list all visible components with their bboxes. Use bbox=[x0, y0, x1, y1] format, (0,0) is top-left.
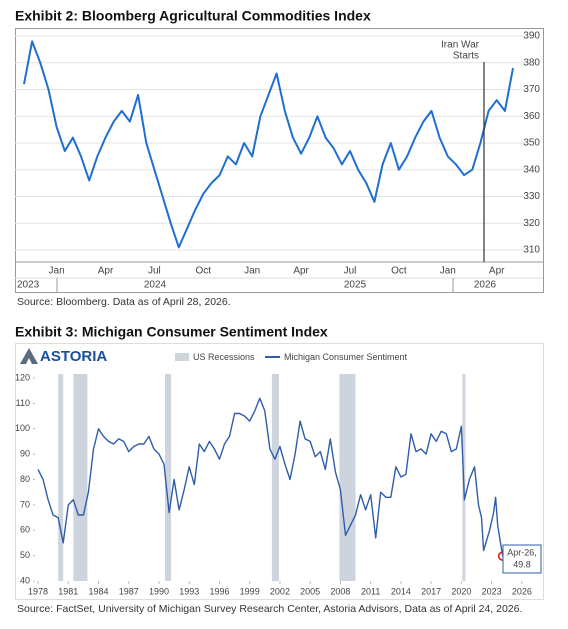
x-tick-label: 1978 bbox=[28, 586, 48, 596]
y-tick-label: 310 bbox=[523, 245, 540, 256]
x-tick-label: Jan bbox=[244, 266, 260, 277]
y-tick-label: 60 bbox=[20, 525, 30, 535]
y-tick-label: 120 bbox=[15, 372, 30, 382]
y-tick-label: 90 bbox=[20, 449, 30, 459]
annotation: Apr-26, bbox=[507, 547, 537, 557]
x-tick-label: 1999 bbox=[240, 586, 260, 596]
plot: 310 320 330 340 350 360 370 380 390 Jan Apr Jul Oct J… bbox=[15, 31, 540, 277]
logo: ASTORIA bbox=[40, 348, 107, 365]
y-tick-label: 100 bbox=[15, 423, 30, 433]
frame bbox=[15, 28, 544, 293]
x-tick-label: 1987 bbox=[119, 586, 139, 596]
x-tick-label: 2020 bbox=[451, 586, 471, 596]
recession-band bbox=[58, 374, 64, 581]
recession-band bbox=[165, 374, 172, 581]
annotation: Starts bbox=[453, 51, 479, 62]
x-tick-label: Jul bbox=[344, 266, 357, 277]
legend-label: US Recessions bbox=[193, 352, 255, 362]
y-tick-label: 80 bbox=[20, 474, 30, 484]
year-label: 2024 bbox=[144, 280, 167, 291]
y-tick-label: 330 bbox=[523, 191, 540, 202]
x-tick-label: 1984 bbox=[88, 586, 108, 596]
legend-swatch bbox=[175, 353, 189, 361]
year-label: 2025 bbox=[344, 280, 367, 291]
line bbox=[37, 397, 504, 557]
year-label: 2023 bbox=[17, 280, 40, 291]
annotation: Iran War bbox=[441, 40, 480, 51]
y-tick-label: 70 bbox=[20, 499, 30, 509]
y-tick-label: 320 bbox=[523, 218, 540, 229]
x-tick-label: 2002 bbox=[270, 586, 290, 596]
y-tick-label: 110 bbox=[16, 398, 30, 408]
x-tick-label: Jul bbox=[148, 266, 161, 277]
x-tick-label: Jan bbox=[49, 266, 65, 277]
source: Source: FactSet, University of Michigan … bbox=[17, 603, 522, 615]
x-tick-label: Apr bbox=[489, 266, 505, 277]
data-label: 49.8 bbox=[513, 559, 531, 569]
line bbox=[23, 40, 514, 249]
logo-icon bbox=[20, 348, 38, 364]
x-tick-label: 1981 bbox=[58, 586, 78, 596]
y-tick-label: 390 bbox=[523, 31, 540, 42]
y-tick-label: 350 bbox=[523, 138, 540, 149]
chart-title: Exhibit 3: Michigan Consumer Sentiment I… bbox=[15, 324, 328, 340]
x-tick-label: 2017 bbox=[421, 586, 441, 596]
x-tick-label: 2005 bbox=[300, 586, 320, 596]
y-tick-label: 380 bbox=[523, 57, 540, 68]
y-tick-label: 340 bbox=[523, 164, 540, 175]
x-tick-label: 2011 bbox=[361, 586, 380, 596]
recession-band bbox=[73, 374, 88, 581]
x-tick-label: 2008 bbox=[330, 586, 350, 596]
x-tick-label: 1990 bbox=[149, 586, 169, 596]
x-tick-label: 2014 bbox=[391, 586, 411, 596]
x-tick-label: 1993 bbox=[179, 586, 199, 596]
y-tick-label: 370 bbox=[523, 84, 540, 95]
x-tick-label: 2026 bbox=[512, 586, 532, 596]
y-tick-label: 360 bbox=[523, 111, 540, 122]
recession-band bbox=[339, 374, 356, 581]
x-tick-label: Oct bbox=[391, 266, 407, 277]
x-tick-label: Oct bbox=[196, 266, 212, 277]
chart-title: Exhibit 2: Bloomberg Agricultural Commod… bbox=[15, 8, 371, 24]
recession-band bbox=[271, 374, 279, 581]
y-tick-label: 40 bbox=[20, 575, 30, 585]
x-tick-label: Apr bbox=[98, 266, 114, 277]
year-label: 2026 bbox=[474, 280, 497, 291]
x-tick-label: 2023 bbox=[482, 586, 502, 596]
legend-label: Michigan Consumer Sentiment bbox=[284, 352, 408, 362]
source: Source: Bloomberg. Data as of April 28, … bbox=[17, 296, 231, 308]
frame bbox=[15, 343, 544, 600]
plot: 40 50 60 70 80 90 100 110 120 1978 1981 1984 1987 199… bbox=[15, 352, 542, 596]
annotation-box bbox=[502, 544, 542, 574]
x-tick-label: Apr bbox=[293, 266, 309, 277]
y-tick-label: 50 bbox=[20, 550, 30, 560]
x-tick-label: 1996 bbox=[209, 586, 229, 596]
x-tick-label: Jan bbox=[440, 266, 456, 277]
